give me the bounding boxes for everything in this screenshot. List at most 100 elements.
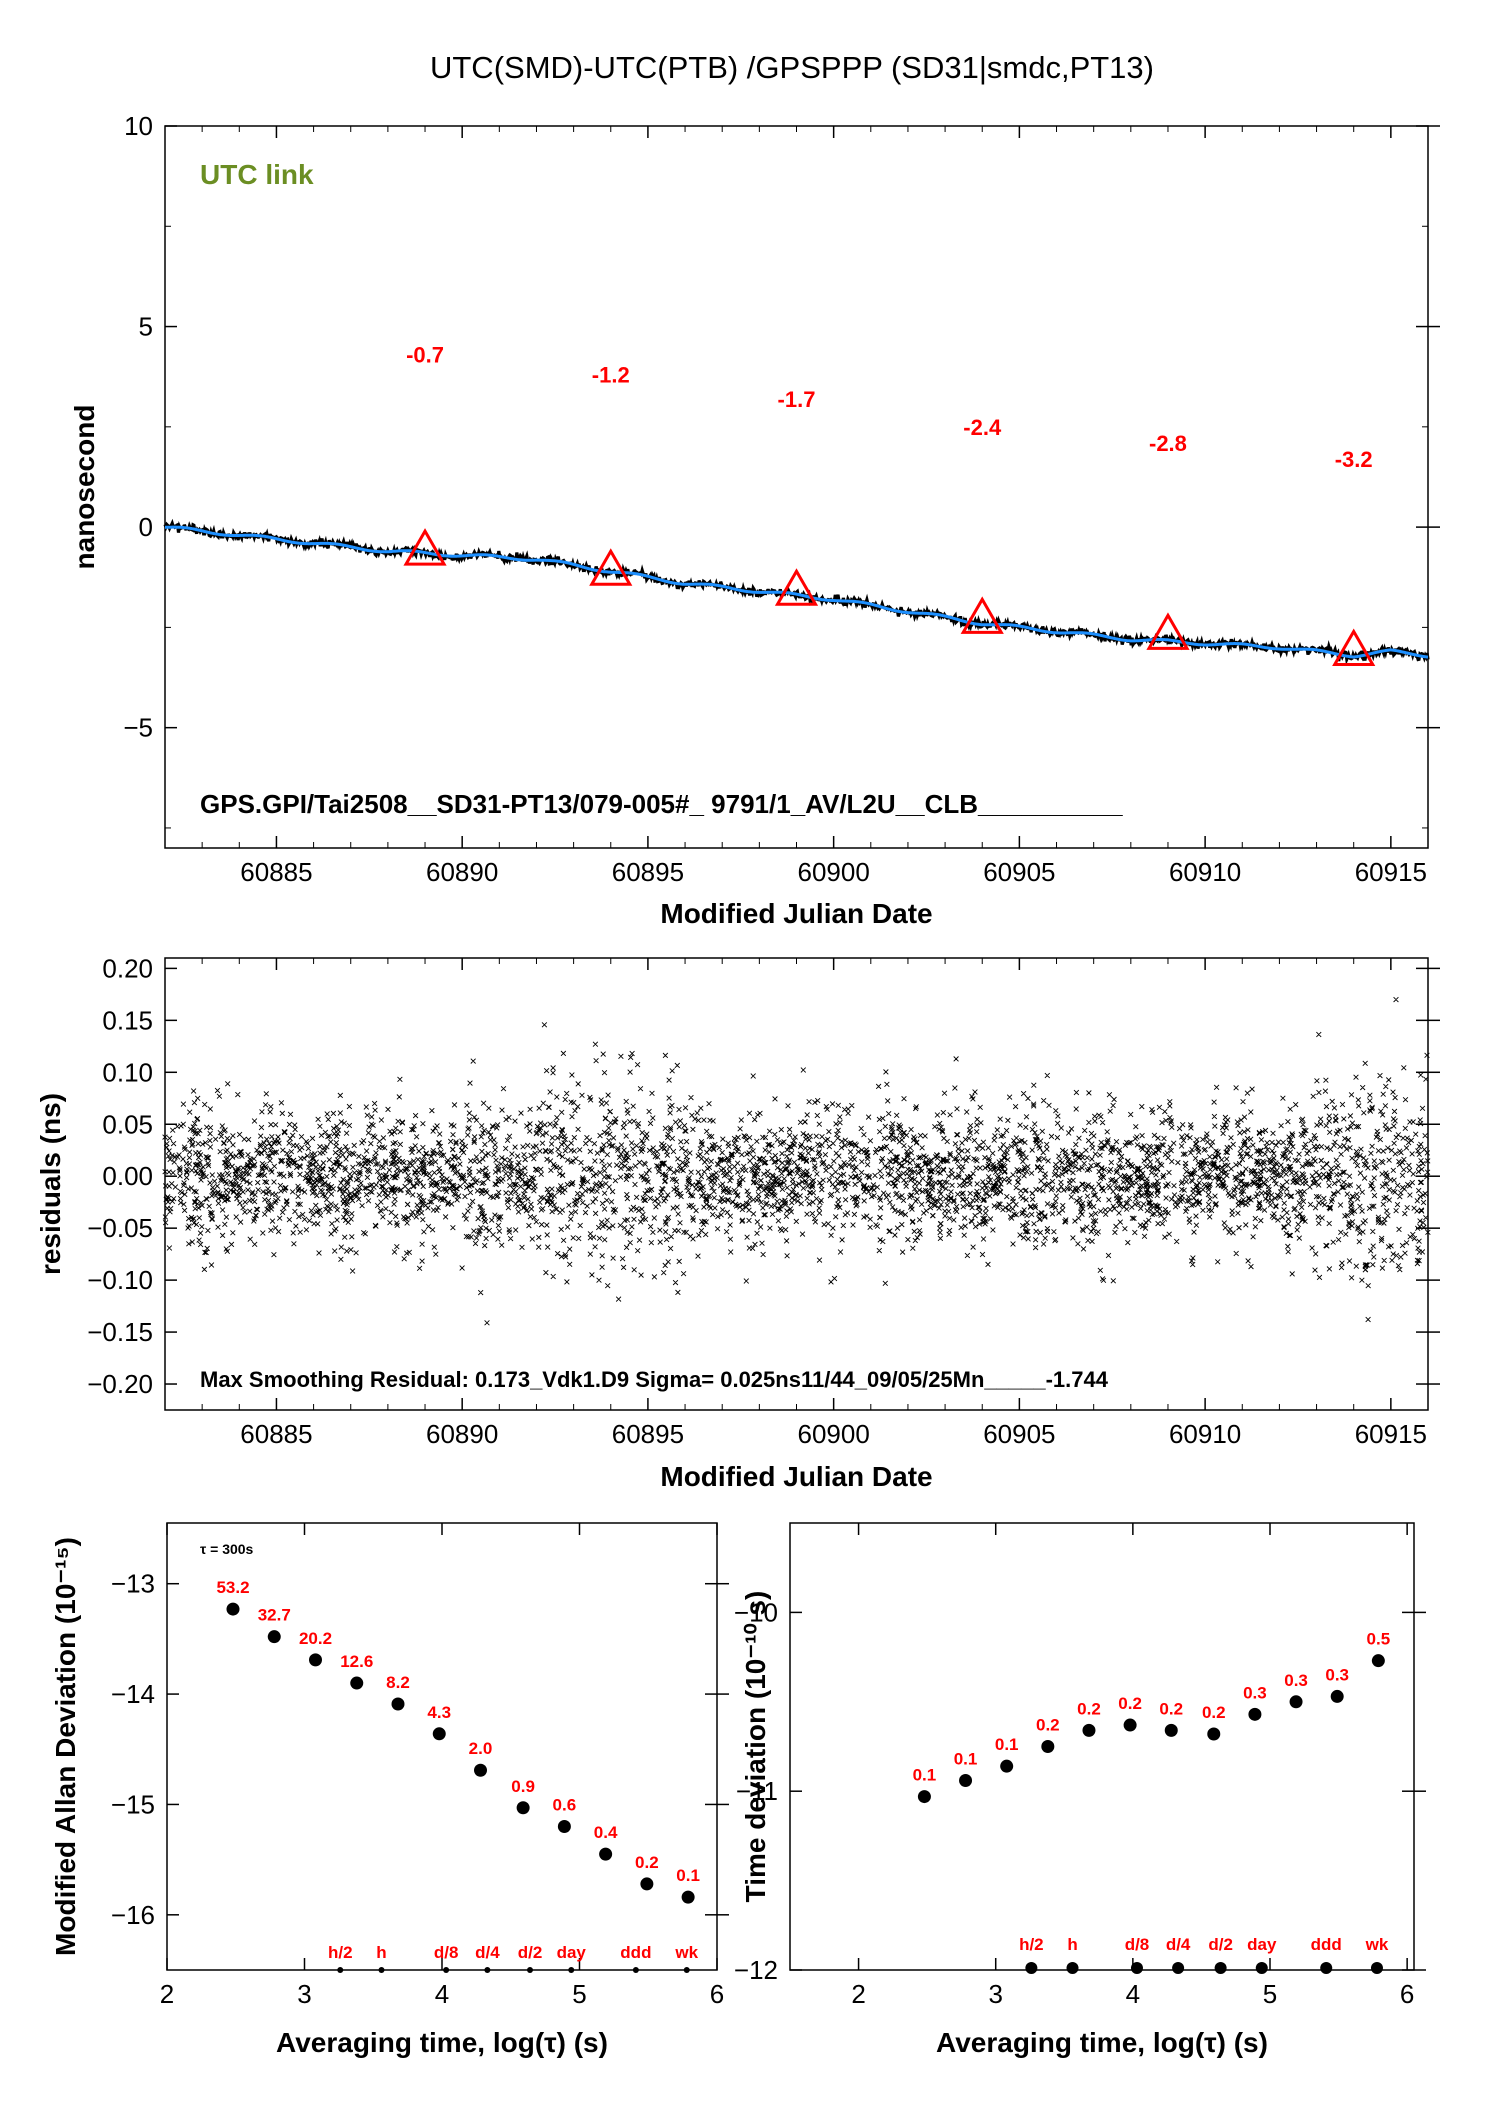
tdev-point bbox=[1248, 1707, 1262, 1721]
tdev-point bbox=[917, 1790, 931, 1804]
time-marker-dot bbox=[1172, 1962, 1185, 1974]
y-tick-label: 0.10 bbox=[102, 1057, 153, 1087]
mdev-value-label: 32.7 bbox=[258, 1606, 291, 1625]
triangle-marker bbox=[589, 548, 633, 586]
y-tick-label: 0.00 bbox=[102, 1161, 153, 1191]
mdev-point bbox=[432, 1727, 446, 1741]
time-marker-label: h/2 bbox=[328, 1943, 353, 1962]
tdev-point bbox=[1123, 1718, 1137, 1732]
tdev-point bbox=[1289, 1695, 1303, 1709]
mdev-value-label: 0.1 bbox=[676, 1866, 700, 1885]
tdev-point bbox=[1000, 1759, 1014, 1773]
time-marker-label: d/2 bbox=[1208, 1935, 1233, 1954]
figure-title: UTC(SMD)-UTC(PTB) /GPSPPP (SD31|smdc,PT1… bbox=[430, 50, 1154, 85]
x-tick-label: 60915 bbox=[1355, 1419, 1427, 1449]
time-marker-dot bbox=[443, 1967, 450, 1973]
mdev-point bbox=[309, 1653, 322, 1667]
tdev-value-label: 0.1 bbox=[995, 1735, 1019, 1754]
y-tick-label: 0.15 bbox=[102, 1005, 153, 1035]
mdev-point bbox=[391, 1697, 405, 1711]
y-tick-label: −5 bbox=[123, 713, 153, 743]
time-marker-dot bbox=[1066, 1962, 1079, 1974]
tdev-point bbox=[1330, 1689, 1344, 1703]
time-marker-label: day bbox=[1247, 1935, 1277, 1954]
x-tick-label: 60910 bbox=[1169, 1419, 1241, 1449]
tdev-value-label: 0.1 bbox=[954, 1749, 978, 1768]
y-tick-label: 0 bbox=[139, 512, 153, 542]
y-tick-label: −15 bbox=[111, 1789, 155, 1819]
triangle-marker bbox=[774, 568, 819, 606]
time-marker-dot bbox=[1025, 1962, 1038, 1974]
tdev-point bbox=[1207, 1727, 1221, 1741]
y-tick-label: 0.20 bbox=[102, 953, 153, 983]
x-tick-label: 60890 bbox=[426, 857, 498, 887]
y-tick-label: −13 bbox=[111, 1569, 155, 1599]
mdev-value-label: 4.3 bbox=[427, 1703, 451, 1722]
time-marker-label: d/8 bbox=[1125, 1935, 1150, 1954]
y-axis-label: nanosecond bbox=[69, 405, 100, 570]
time-marker-label: ddd bbox=[1311, 1935, 1342, 1954]
y-axis-label: Modified Allan Deviation (10⁻¹⁵) bbox=[50, 1537, 81, 1956]
mdev-value-label: 0.9 bbox=[511, 1777, 535, 1796]
time-marker-label: wk bbox=[1365, 1935, 1389, 1954]
time-marker-label: d/4 bbox=[475, 1943, 500, 1962]
time-marker-dot bbox=[632, 1967, 639, 1973]
time-deviation-chart: 2 3 4 5 6 −10 −11 −12 Averaging time, log(τ) (s)… bbox=[734, 1522, 1426, 2058]
tdev-value-label: 0.3 bbox=[1243, 1683, 1267, 1702]
time-marker-label: d/4 bbox=[1166, 1935, 1191, 1954]
x-tick-label: 2 bbox=[851, 1979, 865, 2009]
mdev-point bbox=[267, 1630, 281, 1644]
smoothed-series-line bbox=[165, 525, 1429, 659]
x-axis-label: Modified Julian Date bbox=[660, 1461, 932, 1492]
x-tick-label: 4 bbox=[1126, 1979, 1140, 2009]
tdev-value-label: 0.2 bbox=[1077, 1699, 1101, 1718]
x-tick-label: 60890 bbox=[426, 1419, 498, 1449]
mdev-point bbox=[350, 1676, 364, 1690]
mdev-value-label: 2.0 bbox=[469, 1739, 493, 1758]
time-marker-dot bbox=[1214, 1962, 1227, 1974]
mdev-value-label: 53.2 bbox=[216, 1578, 249, 1597]
x-tick-label: 5 bbox=[1263, 1979, 1277, 2009]
x-tick-label: 60910 bbox=[1169, 857, 1241, 887]
tdev-value-label: 0.2 bbox=[1202, 1703, 1226, 1722]
mdev-value-label: 12.6 bbox=[340, 1652, 373, 1671]
tdev-value-label: 0.3 bbox=[1325, 1665, 1349, 1684]
triangle-marker bbox=[1146, 612, 1190, 650]
marker-value-label: -0.7 bbox=[406, 343, 444, 368]
time-marker-label: day bbox=[557, 1943, 587, 1962]
x-tick-label: 60895 bbox=[612, 1419, 684, 1449]
x-tick-label: 6 bbox=[710, 1979, 724, 2009]
x-tick-label: 3 bbox=[297, 1979, 311, 2009]
x-tick-label: 60885 bbox=[240, 1419, 312, 1449]
marker-value-label: -1.2 bbox=[592, 363, 630, 388]
marker-value-label: -2.8 bbox=[1149, 431, 1187, 456]
time-marker-label: d/2 bbox=[518, 1943, 543, 1962]
marker-value-label: -1.7 bbox=[778, 387, 816, 412]
y-tick-label: −0.20 bbox=[87, 1369, 153, 1399]
x-tick-label: 60895 bbox=[612, 857, 684, 887]
x-tick-label: 60885 bbox=[240, 857, 312, 887]
mdev-point bbox=[599, 1847, 613, 1861]
tdev-value-label: 0.2 bbox=[1159, 1699, 1183, 1718]
residual-stats-footer: Max Smoothing Residual: 0.173_Vdk1.D9 Si… bbox=[200, 1367, 1109, 1392]
x-tick-label: 3 bbox=[988, 1979, 1002, 2009]
time-marker-dot bbox=[1255, 1962, 1268, 1974]
time-marker-dot bbox=[527, 1967, 533, 1973]
link-info-footer: GPS.GPI/Tai2508__SD31-PT13/079-005#_ 979… bbox=[200, 789, 1123, 819]
plot-frame bbox=[789, 1522, 1415, 1971]
plot-frame bbox=[164, 125, 1429, 849]
mdev-point bbox=[474, 1763, 487, 1777]
x-tick-label: 2 bbox=[160, 1979, 174, 2009]
y-tick-label: −12 bbox=[734, 1955, 778, 1985]
residual-points bbox=[162, 996, 1431, 1326]
residuals-chart: 60885 60890 60895 60900 60905 60910 60915 0.20 0… bbox=[35, 953, 1440, 1492]
time-marker-label: h bbox=[1067, 1935, 1077, 1954]
x-tick-label: 60905 bbox=[983, 857, 1055, 887]
time-marker-dot bbox=[484, 1967, 491, 1973]
time-marker-label: d/8 bbox=[434, 1943, 459, 1962]
time-marker-label: wk bbox=[674, 1943, 698, 1962]
time-marker-label: h bbox=[376, 1943, 386, 1962]
allan-deviation-chart: 2 3 4 5 6 −13 −14 −15 −16 Averaging time, log(τ) … bbox=[50, 1522, 729, 2058]
y-tick-label: −0.10 bbox=[87, 1265, 153, 1295]
mdev-point bbox=[640, 1877, 654, 1891]
